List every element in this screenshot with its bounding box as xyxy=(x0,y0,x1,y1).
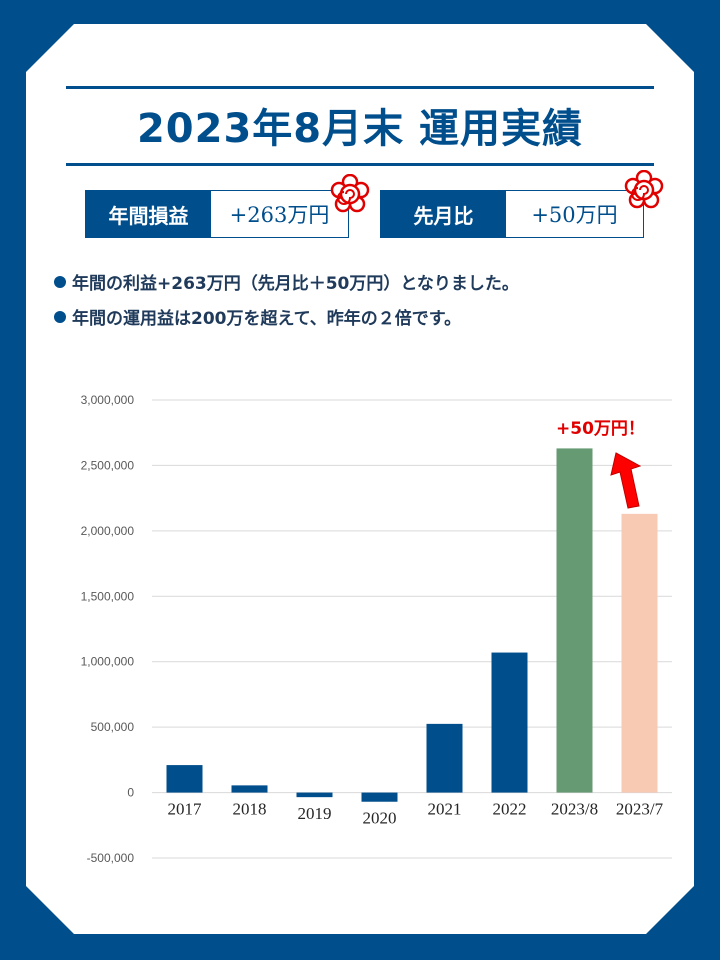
bullet-1: 年間の利益+263万円（先月比＋50万円）となりました。 xyxy=(54,269,519,294)
bullet-1-text: 年間の利益+263万円（先月比＋50万円）となりました。 xyxy=(72,274,519,294)
y-tick-label: 500,000 xyxy=(91,720,135,734)
x-tick-label: 2019 xyxy=(298,804,332,823)
bar xyxy=(556,448,593,793)
x-tick-label: 2020 xyxy=(363,809,397,828)
y-tick-label: -500,000 xyxy=(87,851,135,865)
title-bottom-rule xyxy=(66,163,654,166)
monthly-diff-box: 先月比 +50万円 xyxy=(380,190,644,238)
annual-profit-value: +263万円 xyxy=(229,203,330,227)
monthly-diff-value: +50万円 xyxy=(531,203,618,227)
up-arrow-icon xyxy=(610,452,642,509)
bar xyxy=(426,723,463,793)
bar xyxy=(361,792,398,802)
monthly-diff-label: 先月比 xyxy=(381,191,506,237)
bar xyxy=(296,792,333,798)
annual-profit-label: 年間損益 xyxy=(86,191,211,237)
page-title: 2023年8月末 運用実績 xyxy=(136,106,584,152)
annual-profit-box: 年間損益 +263万円 xyxy=(85,190,349,238)
bar xyxy=(621,513,658,793)
y-tick-label: 0 xyxy=(127,786,134,800)
bar xyxy=(491,652,528,793)
bar xyxy=(166,765,203,793)
y-tick-label: 1,000,000 xyxy=(81,655,135,669)
flower-stamp-icon xyxy=(624,170,664,209)
x-tick-label: 2017 xyxy=(168,800,203,819)
x-tick-label: 2022 xyxy=(493,800,527,819)
title-top-rule xyxy=(66,86,654,89)
diff-annotation: +50万円！ xyxy=(556,419,645,439)
flower-stamp-icon xyxy=(330,174,370,213)
bullet-2: 年間の運用益は200万を超えて、昨年の２倍です。 xyxy=(54,304,461,329)
x-tick-label: 2018 xyxy=(233,800,267,819)
bullet-dot-icon xyxy=(54,311,66,323)
y-tick-label: 2,500,000 xyxy=(81,458,135,472)
bar xyxy=(231,785,268,793)
bullet-dot-icon xyxy=(54,276,66,288)
y-tick-label: 1,500,000 xyxy=(81,589,135,603)
bullet-2-text: 年間の運用益は200万を超えて、昨年の２倍です。 xyxy=(72,309,462,329)
x-tick-label: 2023/7 xyxy=(616,800,664,819)
x-tick-label: 2023/8 xyxy=(551,800,598,819)
y-tick-label: 3,000,000 xyxy=(81,393,135,407)
x-tick-label: 2021 xyxy=(428,800,462,819)
y-tick-label: 2,000,000 xyxy=(81,524,135,538)
bar-chart: -500,000 0 500,000 1,000,000 1,500,000 2,000,… xyxy=(81,393,672,865)
